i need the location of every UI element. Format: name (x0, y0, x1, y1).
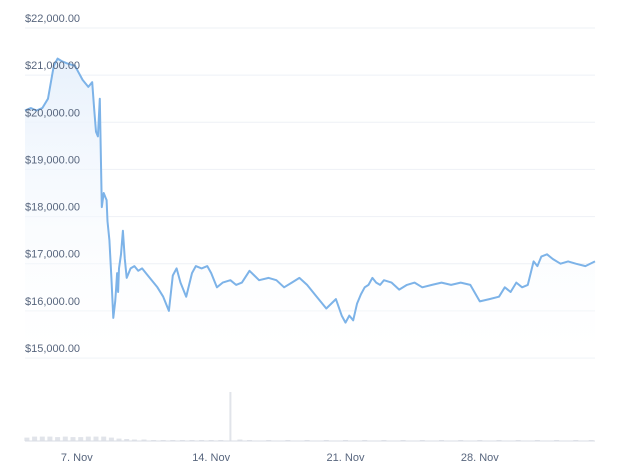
y-tick-label: $21,000.00 (25, 60, 80, 72)
x-tick-label: 14. Nov (192, 452, 230, 464)
x-tick-label: 21. Nov (327, 452, 365, 464)
volume-bar (32, 436, 38, 441)
y-tick-label: $17,000.00 (25, 249, 80, 261)
y-tick-label: $16,000.00 (25, 296, 80, 308)
price-line-series (24, 57, 596, 324)
x-axis-tick-labels: 7. Nov 14. Nov 21. Nov 28. Nov (61, 452, 499, 464)
volume-bar (141, 439, 147, 441)
volume-bar (124, 439, 130, 441)
volume-bar (108, 437, 114, 441)
y-tick-label: $19,000.00 (25, 154, 80, 166)
volume-bar (229, 392, 232, 441)
x-tick-label: 28. Nov (461, 452, 499, 464)
volume-bar (78, 437, 84, 441)
y-tick-label: $15,000.00 (25, 343, 80, 355)
price-line (24, 57, 596, 324)
volume-bar (62, 436, 68, 441)
x-tick-label: 7. Nov (61, 452, 93, 464)
volume-bar (24, 437, 30, 441)
volume-bar (55, 437, 61, 441)
volume-bar (85, 436, 91, 441)
volume-bar (237, 439, 243, 441)
y-axis-tick-labels: $22,000.00 $21,000.00 $20,000.00 $19,000.00… (25, 13, 80, 355)
volume-bar (39, 436, 45, 441)
price-area (25, 58, 595, 358)
y-tick-label: $22,000.00 (25, 13, 80, 25)
volume-bar (101, 436, 107, 441)
price-area-fill (25, 58, 595, 358)
volume-bar (131, 439, 137, 441)
y-tick-label: $20,000.00 (25, 107, 80, 119)
y-tick-label: $18,000.00 (25, 202, 80, 214)
volume-bars (24, 392, 594, 442)
volume-bar (70, 437, 76, 441)
volume-bar (47, 436, 53, 441)
volume-bar (116, 438, 122, 442)
volume-bar (93, 436, 99, 441)
